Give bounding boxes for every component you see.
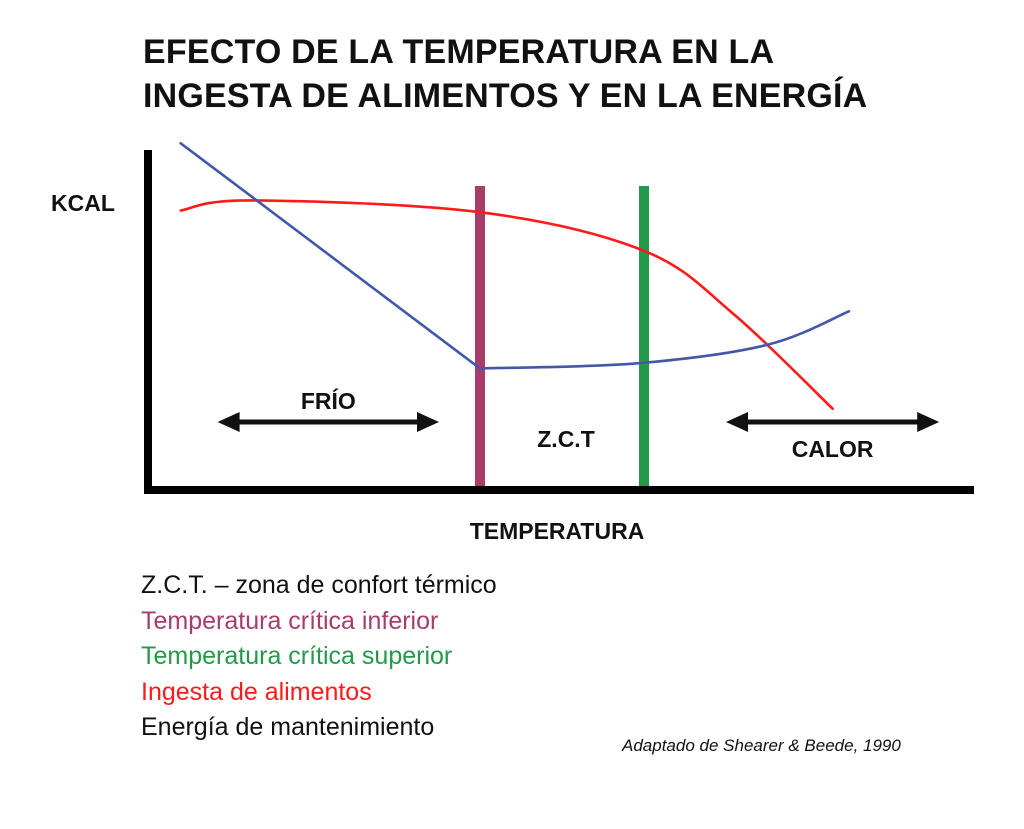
temperature-zones: FRÍO Z.C.T CALOR	[217, 387, 940, 462]
chart-title: EFECTO DE LA TEMPERATURA EN LA INGESTA D…	[143, 30, 1003, 118]
zone-arrow-head-left-0	[217, 412, 240, 432]
zone-label-1: Z.C.T	[537, 426, 595, 452]
legend-item-tcs: Temperatura crítica superior	[141, 642, 453, 670]
chart-title-line-1: EFECTO DE LA TEMPERATURA EN LA	[143, 33, 775, 71]
legend-item-tci: Temperatura crítica inferior	[141, 606, 439, 635]
zone-arrow-head-left-2	[726, 412, 748, 432]
legend-item-zct: Z.C.T. – zona de confort térmico	[141, 571, 497, 599]
legend-item-ingesta: Ingesta de alimentos	[141, 677, 372, 706]
y-axis-label: KCAL	[51, 190, 115, 216]
critical-temperature-markers	[475, 186, 649, 486]
chart-title-line-2: INGESTA DE ALIMENTOS Y EN LA ENERGÍA	[143, 77, 868, 115]
chart-series	[179, 142, 851, 410]
zone-label-0: FRÍO	[301, 387, 356, 414]
source-note: Adaptado de Shearer & Beede, 1990	[622, 736, 901, 755]
x-axis-label: TEMPERATURA	[470, 518, 645, 544]
zone-arrow-head-right-0	[417, 412, 439, 432]
series-line-mantenimiento	[179, 142, 851, 370]
zone-label-2: CALOR	[792, 436, 874, 462]
zone-arrow-head-right-2	[917, 412, 940, 432]
series-line-ingesta	[179, 199, 834, 410]
legend-item-mantenimiento: Energía de mantenimiento	[141, 713, 435, 741]
legend: Z.C.T. – zona de confort térmico Tempera…	[141, 568, 497, 746]
